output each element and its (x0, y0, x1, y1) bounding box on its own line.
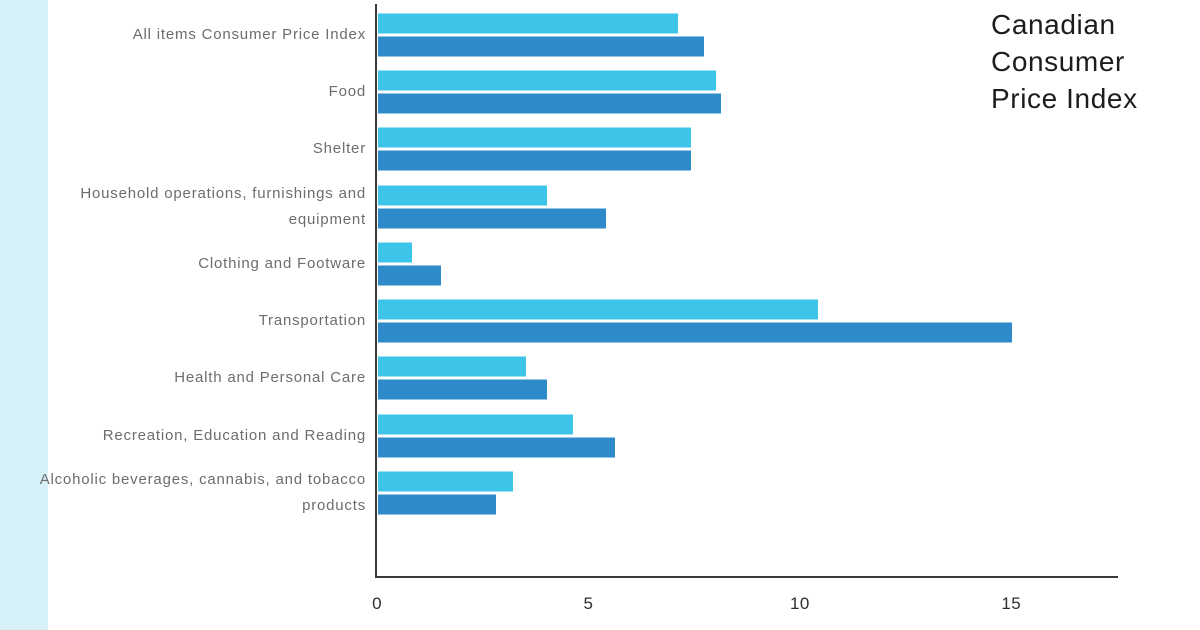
bar-pair (378, 414, 615, 458)
bar-top-bar-light-blue (378, 127, 691, 148)
x-axis-tick-label: 5 (583, 594, 594, 613)
bar-pair (378, 127, 691, 171)
bar-group: Clothing and Footware (0, 235, 1200, 292)
bar-pair (378, 356, 548, 400)
bar-group: Food (0, 63, 1200, 120)
bar-top-bar-light-blue (378, 414, 573, 435)
bar-pair (378, 185, 607, 229)
bar-pair (378, 70, 721, 114)
bar-bottom-bar-dark-blue (378, 379, 548, 400)
bar-group: Health and Personal Care (0, 350, 1200, 407)
bar-bottom-bar-dark-blue (378, 322, 1013, 343)
category-label: Shelter (312, 140, 366, 158)
bar-bottom-bar-dark-blue (378, 208, 607, 229)
bar-bottom-bar-dark-blue (378, 494, 497, 515)
bar-top-bar-light-blue (378, 356, 526, 377)
category-label: Health and Personal Care (174, 369, 366, 387)
bar-group: Alcoholic beverages, cannabis, and tobac… (0, 464, 1200, 521)
bar-top-bar-light-blue (378, 185, 548, 206)
category-label: Clothing and Footware (198, 254, 366, 272)
y-axis-line (375, 4, 377, 578)
category-label: Recreation, Education and Reading (102, 426, 366, 444)
category-label: All items Consumer Price Index (132, 25, 366, 43)
bar-pair (378, 299, 1013, 343)
category-label: Household operations, furnishings and eq… (80, 184, 366, 228)
bar-top-bar-light-blue (378, 13, 679, 34)
bar-groups: All items Consumer Price Index Food Shelte… (0, 6, 1200, 522)
bar-bottom-bar-dark-blue (378, 93, 721, 114)
bar-top-bar-light-blue (378, 242, 412, 263)
x-axis-tick-label: 10 (789, 594, 810, 613)
left-accent-stripe (0, 0, 48, 630)
bar-top-bar-light-blue (378, 299, 818, 320)
bar-top-bar-light-blue (378, 70, 717, 91)
category-label: Transportation (258, 312, 366, 330)
bar-pair (378, 13, 704, 57)
bar-group: Transportation (0, 292, 1200, 349)
bar-pair (378, 471, 514, 515)
bar-pair (378, 242, 442, 286)
x-axis-line (375, 576, 1118, 578)
bar-group: Shelter (0, 121, 1200, 178)
bar-group: Household operations, furnishings and eq… (0, 178, 1200, 235)
x-axis-tick-label: 15 (1001, 594, 1022, 613)
bar-bottom-bar-dark-blue (378, 150, 691, 171)
category-label: Food (328, 82, 366, 100)
bar-group: Recreation, Education and Reading (0, 407, 1200, 464)
x-axis-tick-labels: 0 5 10 15 (0, 594, 1200, 624)
chart-title: Canadian Consumer Price Index (991, 9, 1138, 114)
bar-bottom-bar-dark-blue (378, 437, 615, 458)
category-label: Alcoholic beverages, cannabis, and tobac… (39, 471, 366, 515)
bar-bottom-bar-dark-blue (378, 36, 704, 57)
x-axis-tick-label: 0 (372, 594, 382, 613)
bar-top-bar-light-blue (378, 471, 514, 492)
bar-group: All items Consumer Price Index (0, 6, 1200, 63)
bar-bottom-bar-dark-blue (378, 265, 442, 286)
